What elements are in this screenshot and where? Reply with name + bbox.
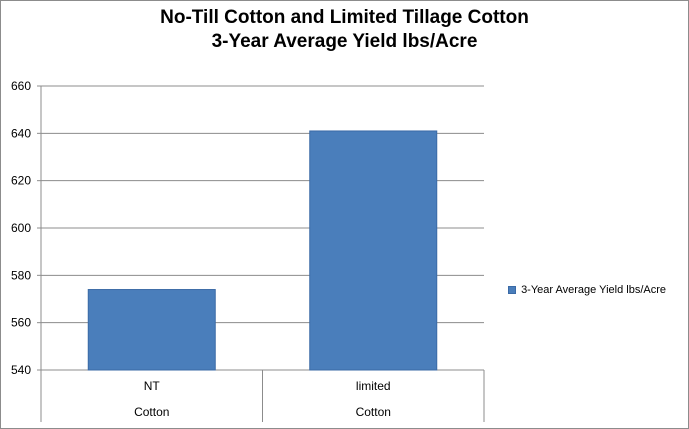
chart-title: No-Till Cotton and Limited Tillage Cotto… (0, 6, 689, 54)
chart-title-line-1: No-Till Cotton and Limited Tillage Cotto… (160, 7, 529, 28)
legend-swatch (508, 286, 516, 295)
category-label: NT (144, 379, 161, 393)
bar-limited (309, 130, 438, 371)
category-label: limited (356, 379, 391, 393)
y-tick-label: 580 (11, 268, 31, 282)
y-tick-label: 620 (11, 174, 31, 188)
y-tick-label: 560 (11, 316, 31, 330)
category-group-label: Cotton (356, 405, 391, 419)
chart-title-line-2: 3-Year Average Yield lbs/Acre (211, 31, 478, 52)
y-tick-label: 660 (11, 79, 31, 93)
chart-legend: 3-Year Average Yield lbs/Acre (508, 284, 666, 296)
y-tick-label: 600 (11, 221, 31, 235)
bar-nt (87, 289, 216, 371)
legend-label: 3-Year Average Yield lbs/Acre (521, 284, 666, 297)
category-group-label: Cotton (134, 405, 169, 419)
y-tick-label: 640 (11, 126, 31, 140)
y-tick-label: 540 (11, 363, 31, 377)
